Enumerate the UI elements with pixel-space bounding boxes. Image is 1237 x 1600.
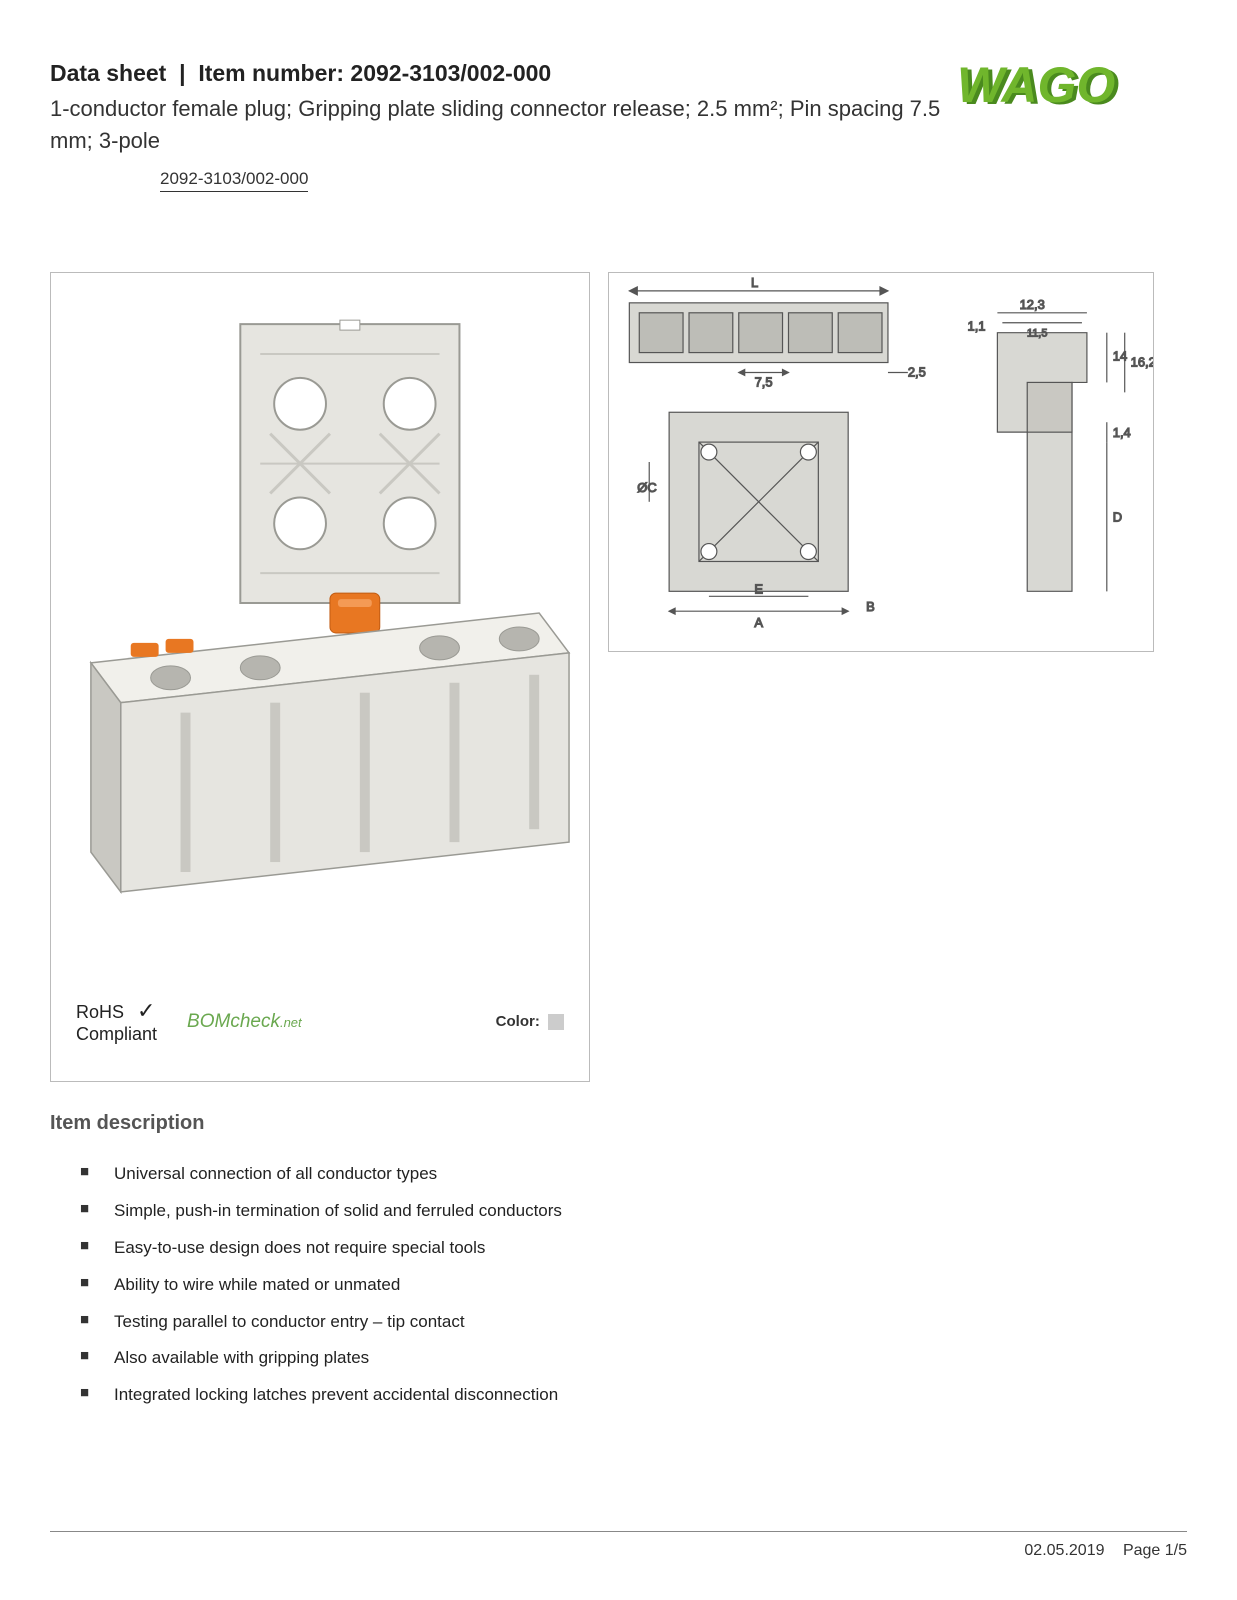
dim-B: B	[866, 599, 875, 614]
dim-16.2: 16,2	[1131, 354, 1153, 369]
wago-logo: WAGO WAGO	[957, 60, 1187, 114]
dim-12.3: 12,3	[1020, 297, 1045, 312]
color-swatch	[548, 1014, 564, 1030]
dim-1.4: 1,4	[1113, 425, 1131, 440]
dim-D: D	[1113, 509, 1122, 524]
dim-offset: 2,5	[908, 364, 926, 379]
rohs-badge: RoHS ✓ Compliant	[76, 998, 157, 1046]
header-text-block: Data sheet | Item number: 2092-3103/002-…	[50, 60, 957, 192]
list-item: Ability to wire while mated or unmated	[80, 1274, 1187, 1297]
title-line: Data sheet | Item number: 2092-3103/002-…	[50, 60, 957, 87]
technical-drawing-panel: L 7,5 2,5	[608, 272, 1154, 652]
svg-text:WAGO: WAGO	[957, 60, 1115, 113]
list-item: Also available with gripping plates	[80, 1347, 1187, 1370]
bomcheck-logo: BOMcheck.net	[187, 1011, 302, 1033]
list-item: Integrated locking latches prevent accid…	[80, 1384, 1187, 1407]
list-item: Universal connection of all conductor ty…	[80, 1163, 1187, 1186]
dim-E: E	[754, 581, 763, 596]
item-link[interactable]: 2092-3103/002-000	[160, 169, 308, 192]
product-image-panel: RoHS ✓ Compliant BOMcheck.net Color:	[50, 272, 590, 1082]
page-footer: 02.05.2019 Page 1/5	[50, 1531, 1187, 1560]
item-number-value: 2092-3103/002-000	[350, 60, 551, 86]
content-row: RoHS ✓ Compliant BOMcheck.net Color:	[50, 272, 1187, 1082]
rohs-text: RoHS	[76, 1002, 124, 1022]
dim-A: A	[754, 615, 763, 630]
product-footer-row: RoHS ✓ Compliant BOMcheck.net Color:	[76, 998, 564, 1046]
bomcheck-suffix: .net	[280, 1015, 302, 1030]
page-header: Data sheet | Item number: 2092-3103/002-…	[50, 60, 1187, 192]
color-label-group: Color:	[496, 1013, 564, 1030]
separator: |	[173, 60, 199, 86]
rohs-compliant: Compliant	[76, 1024, 157, 1044]
item-number-label: Item number:	[198, 60, 344, 86]
check-icon: ✓	[137, 998, 155, 1023]
color-label: Color:	[496, 1013, 540, 1030]
dim-L: L	[751, 275, 758, 290]
description-list: Universal connection of all conductor ty…	[50, 1163, 1187, 1408]
dim-pitch: 7,5	[755, 374, 773, 389]
footer-date: 02.05.2019	[1024, 1542, 1104, 1559]
list-item: Simple, push-in termination of solid and…	[80, 1200, 1187, 1223]
list-item: Testing parallel to conductor entry – ti…	[80, 1311, 1187, 1334]
dim-11.5: 11,5	[1027, 327, 1047, 339]
footer-page: Page 1/5	[1123, 1542, 1187, 1559]
datasheet-label: Data sheet	[50, 60, 166, 86]
section-title: Item description	[50, 1112, 1187, 1135]
product-render	[61, 283, 579, 953]
dim-diaC: ØC	[637, 480, 656, 495]
subtitle: 1-conductor female plug; Gripping plate …	[50, 93, 957, 157]
list-item: Easy-to-use design does not require spec…	[80, 1237, 1187, 1260]
bomcheck-main: BOMcheck	[187, 1011, 280, 1032]
dim-1.1: 1,1	[968, 318, 986, 333]
